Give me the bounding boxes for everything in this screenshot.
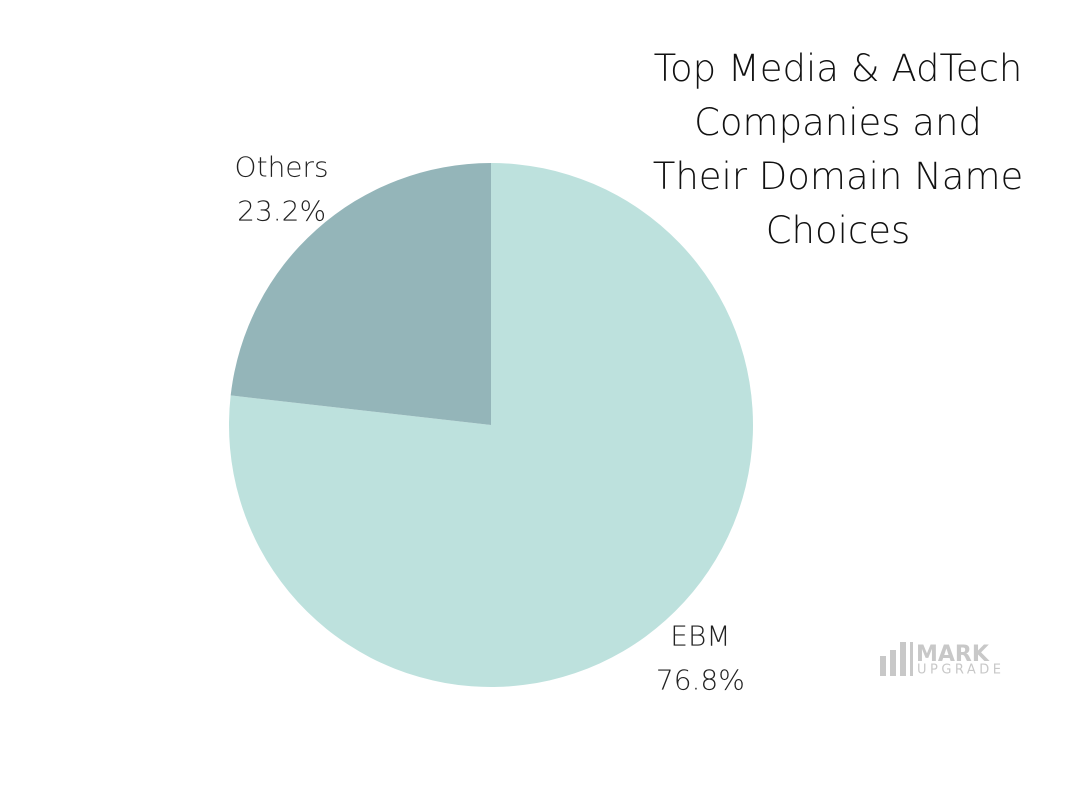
slice-label: EBM xyxy=(670,620,730,653)
slice-label: Others xyxy=(235,150,329,183)
logo-bar xyxy=(880,656,886,676)
watermark: UPGRADE xyxy=(917,663,1001,678)
pie-slice xyxy=(230,163,492,425)
logo-bar xyxy=(910,642,913,676)
logo xyxy=(880,642,913,676)
watermark: MARK xyxy=(916,642,990,667)
logo-bar xyxy=(890,650,896,676)
logo-bar xyxy=(900,642,906,676)
pie-slice xyxy=(228,163,753,687)
value-label: 76.8% xyxy=(656,664,745,697)
chart-title: Top Media & AdTech Companies and Their D… xyxy=(652,47,1024,252)
value-label: 23.2% xyxy=(237,194,326,227)
